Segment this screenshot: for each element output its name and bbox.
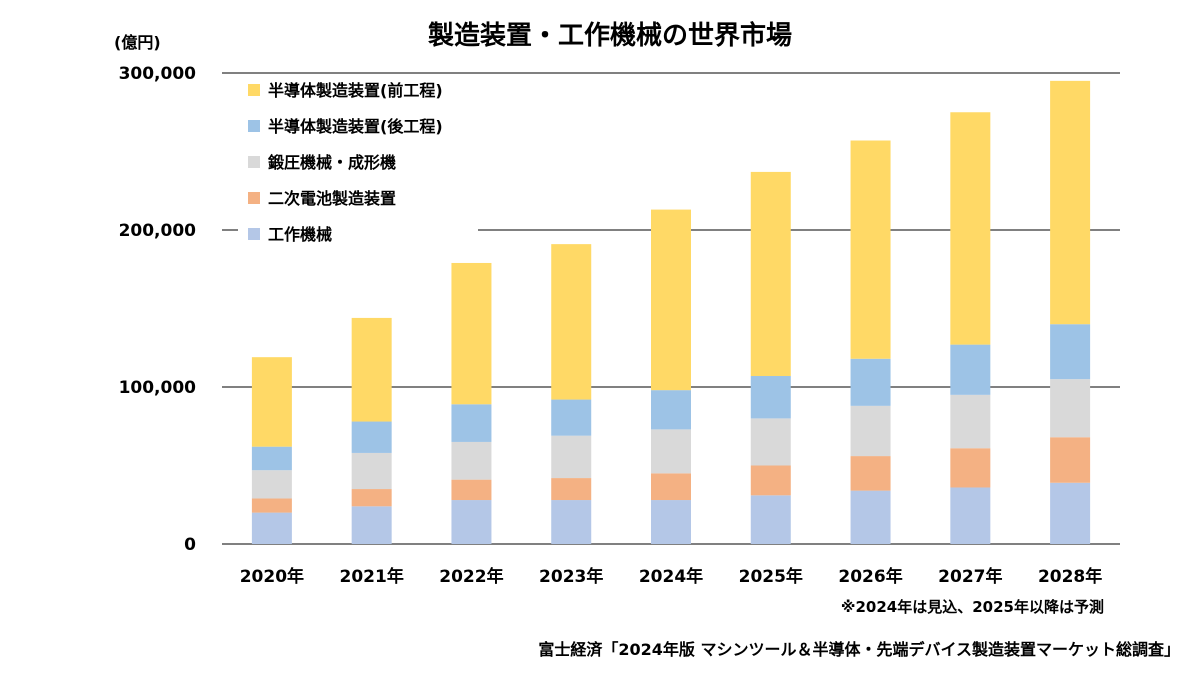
bar-segment-5-2025年	[750, 171, 791, 377]
y-tick-label: 0	[184, 535, 196, 555]
chart-title: 製造装置・工作機械の世界市場	[428, 20, 792, 51]
legend-swatch	[248, 156, 260, 168]
legend: 半導体製造装置(前工程) 半導体製造装置(後工程) 鍛圧機械・成形機二次電池製造装置…	[238, 76, 478, 246]
bar-segment-2-2026年	[850, 456, 891, 491]
x-tick-label: 2022年	[439, 566, 503, 587]
bar-segment-2-2024年	[651, 473, 691, 501]
bar-segment-4-2028年	[1050, 324, 1091, 380]
bar-segment-4-2025年	[750, 376, 791, 419]
bar-segment-1-2024年	[651, 500, 691, 544]
x-axis-tick-labels: 2020年 2021年 2022年 2023年 2024年 2025年 2026年 2027年…	[240, 566, 1103, 587]
legend-swatch	[248, 192, 260, 204]
y-axis-tick-labels: 0 100,000 200,000 300,000	[119, 64, 197, 555]
bar-segment-4-2021年	[351, 421, 392, 453]
bar-segment-1-2026年	[850, 490, 891, 544]
bar-segment-3-2025年	[750, 418, 791, 466]
bar-segment-2-2027年	[950, 448, 991, 488]
x-tick-label: 2027年	[938, 566, 1002, 587]
bar-segment-1-2027年	[950, 487, 991, 544]
bar-segment-1-2021年	[351, 506, 392, 544]
bar-segment-3-2027年	[950, 394, 991, 449]
bar-segment-1-2020年	[251, 512, 292, 544]
x-tick-label: 2025年	[739, 566, 803, 587]
x-tick-label: 2021年	[340, 566, 404, 587]
x-tick-label: 2023年	[539, 566, 603, 587]
bar-segment-3-2020年	[251, 470, 292, 499]
legend-label: 半導体製造装置(後工程)	[268, 117, 443, 136]
x-tick-label: 2020年	[240, 566, 304, 587]
bar-segment-4-2020年	[251, 446, 292, 471]
bar-segment-3-2026年	[850, 405, 891, 457]
bar-segment-5-2020年	[251, 357, 292, 447]
legend-swatch	[248, 228, 260, 240]
y-tick-label: 300,000	[119, 64, 197, 84]
legend-label: 工作機械	[268, 225, 332, 244]
source-citation: 富士経済「2024年版 マシンツール＆半導体・先端デバイス製造装置マーケット総調…	[538, 640, 1180, 659]
x-tick-label: 2026年	[838, 566, 902, 587]
legend-swatch	[248, 120, 260, 132]
y-tick-label: 100,000	[119, 378, 197, 398]
x-tick-label: 2028年	[1038, 566, 1102, 587]
bar-segment-5-2028年	[1050, 80, 1091, 325]
bar-segment-2-2023年	[551, 478, 592, 501]
bar-segment-1-2025年	[750, 495, 791, 544]
forecast-note: ※2024年は見込、2025年以降は予測	[841, 598, 1104, 616]
bar-segment-3-2028年	[1050, 379, 1091, 438]
bar-segment-5-2024年	[651, 209, 691, 391]
legend-background	[238, 76, 478, 246]
bar-segment-5-2022年	[451, 262, 492, 405]
y-tick-label: 200,000	[119, 221, 197, 241]
bar-segment-4-2026年	[850, 358, 891, 406]
bar-segment-2-2022年	[451, 479, 492, 501]
bar-segment-2-2020年	[251, 498, 292, 513]
bar-segment-3-2024年	[651, 429, 691, 474]
bar-segment-4-2024年	[651, 390, 691, 430]
bar-segment-4-2027年	[950, 344, 991, 395]
bar-segment-3-2023年	[551, 435, 592, 479]
bar-segment-4-2023年	[551, 399, 592, 436]
bar-segment-2-2028年	[1050, 437, 1091, 483]
bar-segment-3-2022年	[451, 441, 492, 480]
legend-label: 二次電池製造装置	[268, 189, 396, 208]
y-axis-unit-label: (億円)	[114, 33, 161, 52]
bar-segment-3-2021年	[351, 452, 392, 490]
bar-segment-1-2028年	[1050, 482, 1091, 544]
bar-segment-5-2027年	[950, 112, 991, 345]
bar-segment-4-2022年	[451, 404, 492, 442]
bar-segment-5-2021年	[351, 317, 392, 422]
bar-segment-1-2022年	[451, 500, 492, 544]
bars	[251, 80, 1091, 544]
bar-segment-2-2021年	[351, 489, 392, 507]
x-tick-label: 2024年	[639, 566, 703, 587]
legend-label: 鍛圧機械・成形機	[268, 153, 396, 172]
legend-label: 半導体製造装置(前工程)	[268, 81, 443, 100]
legend-swatch	[248, 84, 260, 96]
bar-segment-1-2023年	[551, 500, 592, 544]
bar-segment-5-2026年	[850, 140, 891, 359]
bar-segment-2-2025年	[750, 465, 791, 496]
bar-segment-5-2023年	[551, 244, 592, 400]
